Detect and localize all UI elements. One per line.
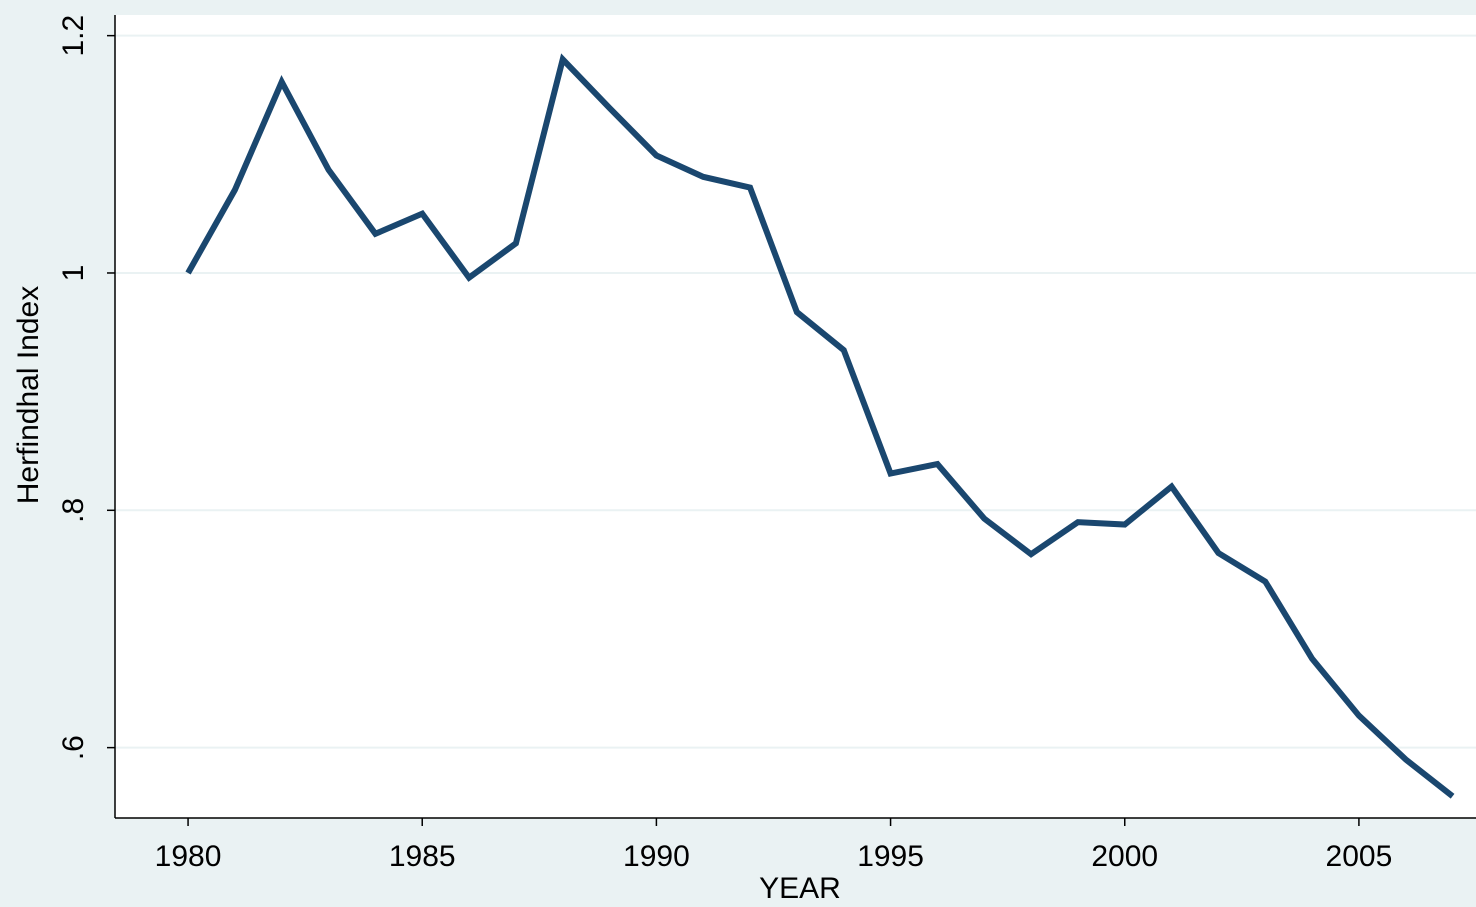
data-line — [185, 53, 1455, 799]
x-tick-label: 1980 — [155, 840, 222, 873]
x-axis-label: YEAR — [759, 872, 841, 905]
y-tick-label: 1.2 — [57, 15, 90, 57]
x-tick-label: 1995 — [857, 840, 924, 873]
x-tick-label: 1985 — [389, 840, 456, 873]
y-tick-label: .8 — [57, 498, 90, 523]
x-tick-label: 2005 — [1326, 840, 1393, 873]
y-tick-label: 1 — [57, 265, 90, 282]
y-tick-label: .6 — [57, 735, 90, 760]
plot-area — [115, 15, 1476, 818]
y-axis-label: Herfindhal Index — [12, 286, 45, 504]
x-tick-label: 1990 — [623, 840, 690, 873]
x-tick-label: 2000 — [1091, 840, 1158, 873]
